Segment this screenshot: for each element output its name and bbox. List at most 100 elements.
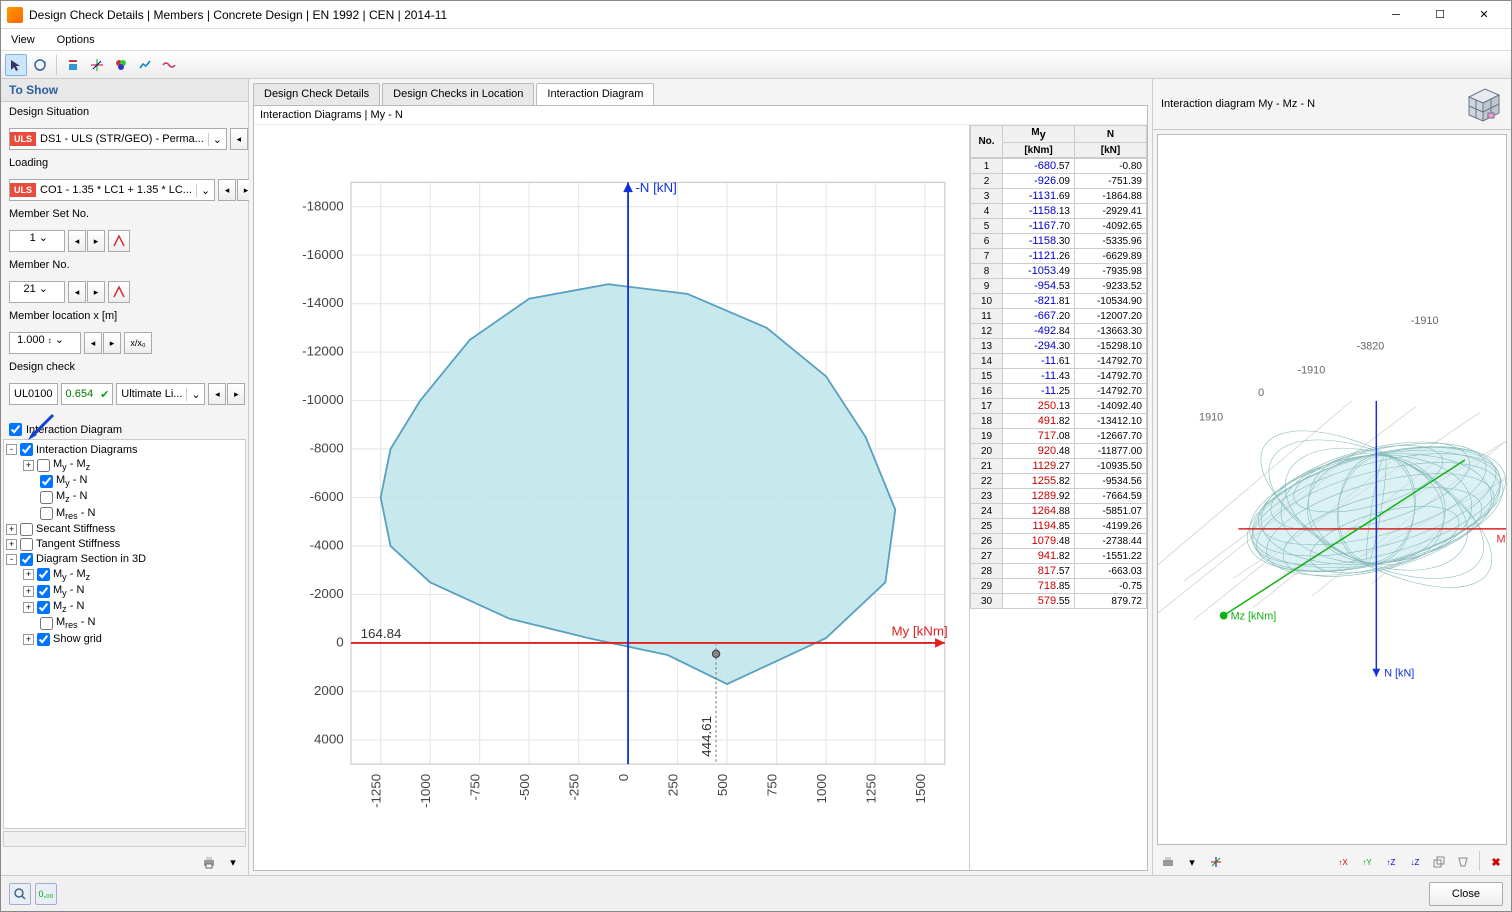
table-row[interactable]: 221255.82-9534.56 [971,474,1147,489]
tree-item[interactable]: +My - Mz [6,567,243,583]
table-row[interactable]: 7-1121.26-6629.89 [971,249,1147,264]
tree-item[interactable]: +My - Mz [6,457,243,473]
loading-dropdown[interactable]: ULS CO1 - 1.35 * LC1 + 1.35 * LC... ⌄ [9,179,215,201]
tree-item[interactable]: Mres - N [6,615,243,631]
view-persp-button[interactable] [1452,851,1474,873]
next-design-check[interactable]: ▸ [227,383,245,405]
tool-rotate[interactable] [29,54,51,76]
table-row[interactable]: 241264.88-5851.07 [971,504,1147,519]
print-3d-button[interactable] [1157,851,1179,873]
table-row[interactable]: 17250.13-14092.40 [971,399,1147,414]
tree-item[interactable]: +My - N [6,583,243,599]
table-row[interactable]: 2-926.09-751.39 [971,174,1147,189]
table-row[interactable]: 14-11.61-14792.70 [971,354,1147,369]
table-row[interactable]: 29718.85-0.75 [971,579,1147,594]
table-row[interactable]: 6-1158.30-5335.96 [971,234,1147,249]
table-row[interactable]: 9-954.53-9233.52 [971,279,1147,294]
next-member-no[interactable]: ▸ [87,281,105,303]
design-check-code-dropdown[interactable]: UL0100 [9,383,58,405]
view-neg-z-button[interactable]: ↓Z [1404,851,1426,873]
next-member-loc[interactable]: ▸ [103,332,121,354]
view-y-button[interactable]: ↑Y [1356,851,1378,873]
table-row[interactable]: 27941.82-1551.22 [971,549,1147,564]
table-row[interactable]: 12-492.84-13663.30 [971,324,1147,339]
tree-item[interactable]: Mres - N [6,506,243,522]
table-row[interactable]: 10-821.81-10534.90 [971,294,1147,309]
reset-view-button[interactable]: ✖ [1485,851,1507,873]
axis-view-button[interactable] [1205,851,1227,873]
tree-item[interactable]: My - N [6,473,243,489]
member-set-input[interactable]: 1 ⌄ [9,230,65,252]
view-3d[interactable]: 01910-1910-3820-1910My [kNm]N [kN]Mz [kN… [1157,134,1507,845]
tool-select[interactable] [5,54,27,76]
tool-waves[interactable] [158,54,180,76]
decimal-icon[interactable]: 0,₀₀ [35,883,57,905]
print-dropdown[interactable]: ▾ [222,851,244,873]
table-row[interactable]: 4-1158.13-2929.41 [971,204,1147,219]
tool-section[interactable] [62,54,84,76]
table-row[interactable]: 13-294.30-15298.10 [971,339,1147,354]
tab-location[interactable]: Design Checks in Location [382,83,534,105]
tab-interaction[interactable]: Interaction Diagram [536,83,654,105]
tree-item[interactable]: Mz - N [6,489,243,505]
loc-ratio-button[interactable]: x/x₀ [124,332,152,354]
view-z-button[interactable]: ↑Z [1380,851,1402,873]
maximize-button[interactable]: ☐ [1419,3,1461,27]
member-loc-input[interactable]: 1.000 ↕ ⌄ [9,332,81,354]
prev-member-loc[interactable]: ◂ [84,332,102,354]
table-row[interactable]: 1-680.57-0.80 [971,159,1147,174]
tab-details[interactable]: Design Check Details [253,83,380,105]
table-row[interactable]: 251194.85-4199.26 [971,519,1147,534]
interaction-diagram-checkbox[interactable] [9,423,22,436]
table-row[interactable]: 15-11.43-14792.70 [971,369,1147,384]
chevron-down-icon[interactable]: ⌄ [196,184,214,197]
view-iso-button[interactable] [1428,851,1450,873]
tree-item[interactable]: -Interaction Diagrams [6,442,243,457]
tree-item[interactable]: +Secant Stiffness [6,522,243,537]
prev-design-check[interactable]: ◂ [208,383,226,405]
table-row[interactable]: 11-667.20-12007.20 [971,309,1147,324]
table-row[interactable]: 19717.08-12667.70 [971,429,1147,444]
table-row[interactable]: 18491.82-13412.10 [971,414,1147,429]
prev-loading[interactable]: ◂ [218,179,236,201]
tool-graph[interactable] [134,54,156,76]
table-row[interactable]: 30579.55879.72 [971,594,1147,609]
tree-item[interactable]: -Diagram Section in 3D [6,552,243,567]
locate-member-no-icon[interactable] [108,281,130,303]
next-member-set[interactable]: ▸ [87,230,105,252]
table-row[interactable]: 20920.48-11877.00 [971,444,1147,459]
prev-design-situation[interactable]: ◂ [230,128,248,150]
data-table-body-scroll[interactable]: 1-680.57-0.802-926.09-751.393-1131.69-18… [970,158,1147,870]
tree-item[interactable]: +Tangent Stiffness [6,537,243,552]
minimize-button[interactable]: ─ [1375,3,1417,27]
print-3d-dropdown[interactable]: ▾ [1181,851,1203,873]
table-row[interactable]: 231289.92-7664.59 [971,489,1147,504]
table-row[interactable]: 211129.27-10935.50 [971,459,1147,474]
chevron-down-icon[interactable]: ⌄ [208,133,226,146]
prev-member-set[interactable]: ◂ [68,230,86,252]
close-button[interactable]: Close [1429,882,1503,906]
table-row[interactable]: 28817.57-663.03 [971,564,1147,579]
tree-scrollbar[interactable] [3,831,246,847]
tree-item[interactable]: +Show grid [6,632,243,647]
table-row[interactable]: 3-1131.69-1864.88 [971,189,1147,204]
design-situation-dropdown[interactable]: ULS DS1 - ULS (STR/GEO) - Perma... ⌄ [9,128,227,150]
design-check-type-dropdown[interactable]: Ultimate Li...⌄ [116,383,205,405]
diagram-tree[interactable]: -Interaction Diagrams+My - MzMy - NMz - … [3,439,246,829]
view-cube-icon[interactable] [1461,83,1503,125]
tool-colors[interactable] [110,54,132,76]
print-button[interactable] [198,851,220,873]
tree-item[interactable]: +Mz - N [6,599,243,615]
menu-view[interactable]: View [7,32,39,48]
tool-axis[interactable] [86,54,108,76]
locate-member-set-icon[interactable] [108,230,130,252]
table-row[interactable]: 16-11.25-14792.70 [971,384,1147,399]
window-close-button[interactable]: ✕ [1463,3,1505,27]
search-icon[interactable] [9,883,31,905]
table-row[interactable]: 8-1053.49-7935.98 [971,264,1147,279]
view-x-button[interactable]: ↑X [1332,851,1354,873]
prev-member-no[interactable]: ◂ [68,281,86,303]
table-row[interactable]: 5-1167.70-4092.65 [971,219,1147,234]
member-no-input[interactable]: 21 ⌄ [9,281,65,303]
table-row[interactable]: 261079.48-2738.44 [971,534,1147,549]
